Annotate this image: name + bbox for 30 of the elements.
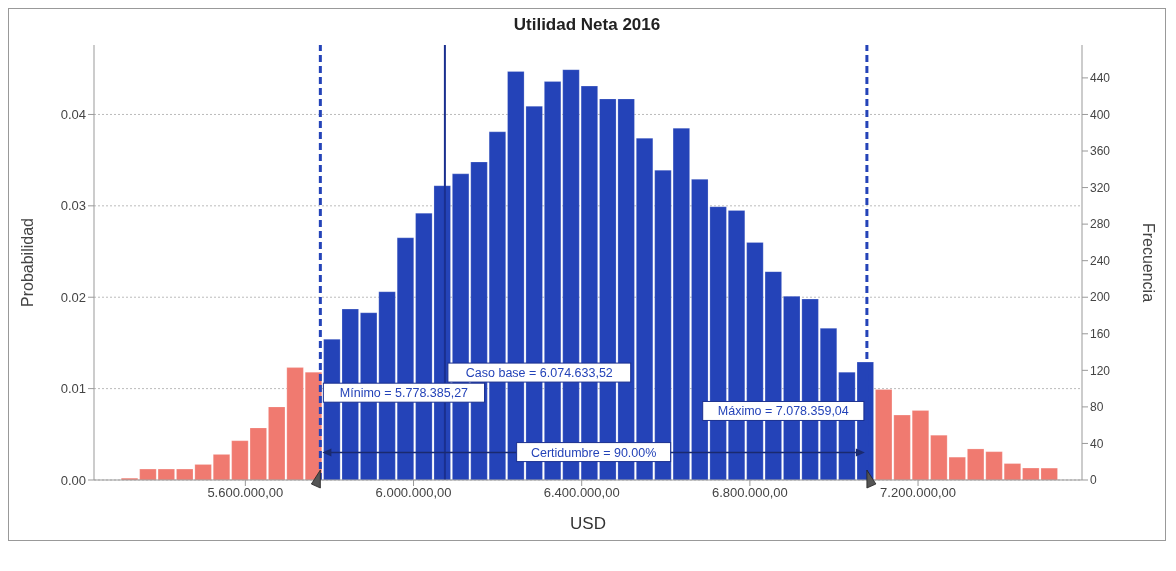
y-axis-title: Probabilidad [18, 218, 36, 307]
y-tick-label: 0.03 [60, 198, 86, 214]
y2-tick-label: 200 [1090, 290, 1111, 305]
y2-tick-label: 280 [1090, 217, 1111, 232]
x-tick-label: 6.400.000,00 [543, 485, 620, 501]
y-tick-label: 0.01 [60, 381, 86, 397]
y2-tick-label: 120 [1090, 363, 1111, 378]
x-tick-label: 6.000.000,00 [375, 485, 452, 501]
y2-tick-label: 160 [1090, 327, 1111, 342]
y2-tick-label: 80 [1090, 400, 1104, 415]
y2-tick-label: 240 [1090, 253, 1111, 268]
ref-line-label: Máximo = 7.078.359,04 [717, 404, 849, 419]
y2-tick-label: 320 [1090, 180, 1111, 195]
x-axis-title: USD [570, 514, 606, 533]
y-tick-label: 0.00 [60, 472, 86, 488]
chart-title: Utilidad Neta 2016 [512, 14, 662, 35]
y2-axis-title: Frecuencia [1140, 222, 1158, 303]
y2-tick-label: 360 [1090, 144, 1111, 159]
annotation: Certidumbre = 90.00% [530, 445, 657, 460]
y2-tick-label: 0 [1090, 473, 1097, 488]
ref-line-label: Mínimo = 5.778.385,27 [339, 386, 469, 401]
x-tick-label: 5.600.000,00 [207, 485, 284, 501]
y2-tick-label: 40 [1090, 436, 1104, 451]
y-tick-label: 0.04 [60, 107, 86, 123]
y-tick-label: 0.02 [60, 289, 86, 305]
y2-tick-label: 400 [1090, 107, 1111, 122]
y2-tick-label: 440 [1090, 71, 1111, 86]
ref-line-label: Caso base = 6.074.633,52 [465, 366, 613, 381]
x-tick-label: 6.800.000,00 [711, 485, 788, 501]
x-tick-label: 7.200.000,00 [880, 485, 956, 501]
